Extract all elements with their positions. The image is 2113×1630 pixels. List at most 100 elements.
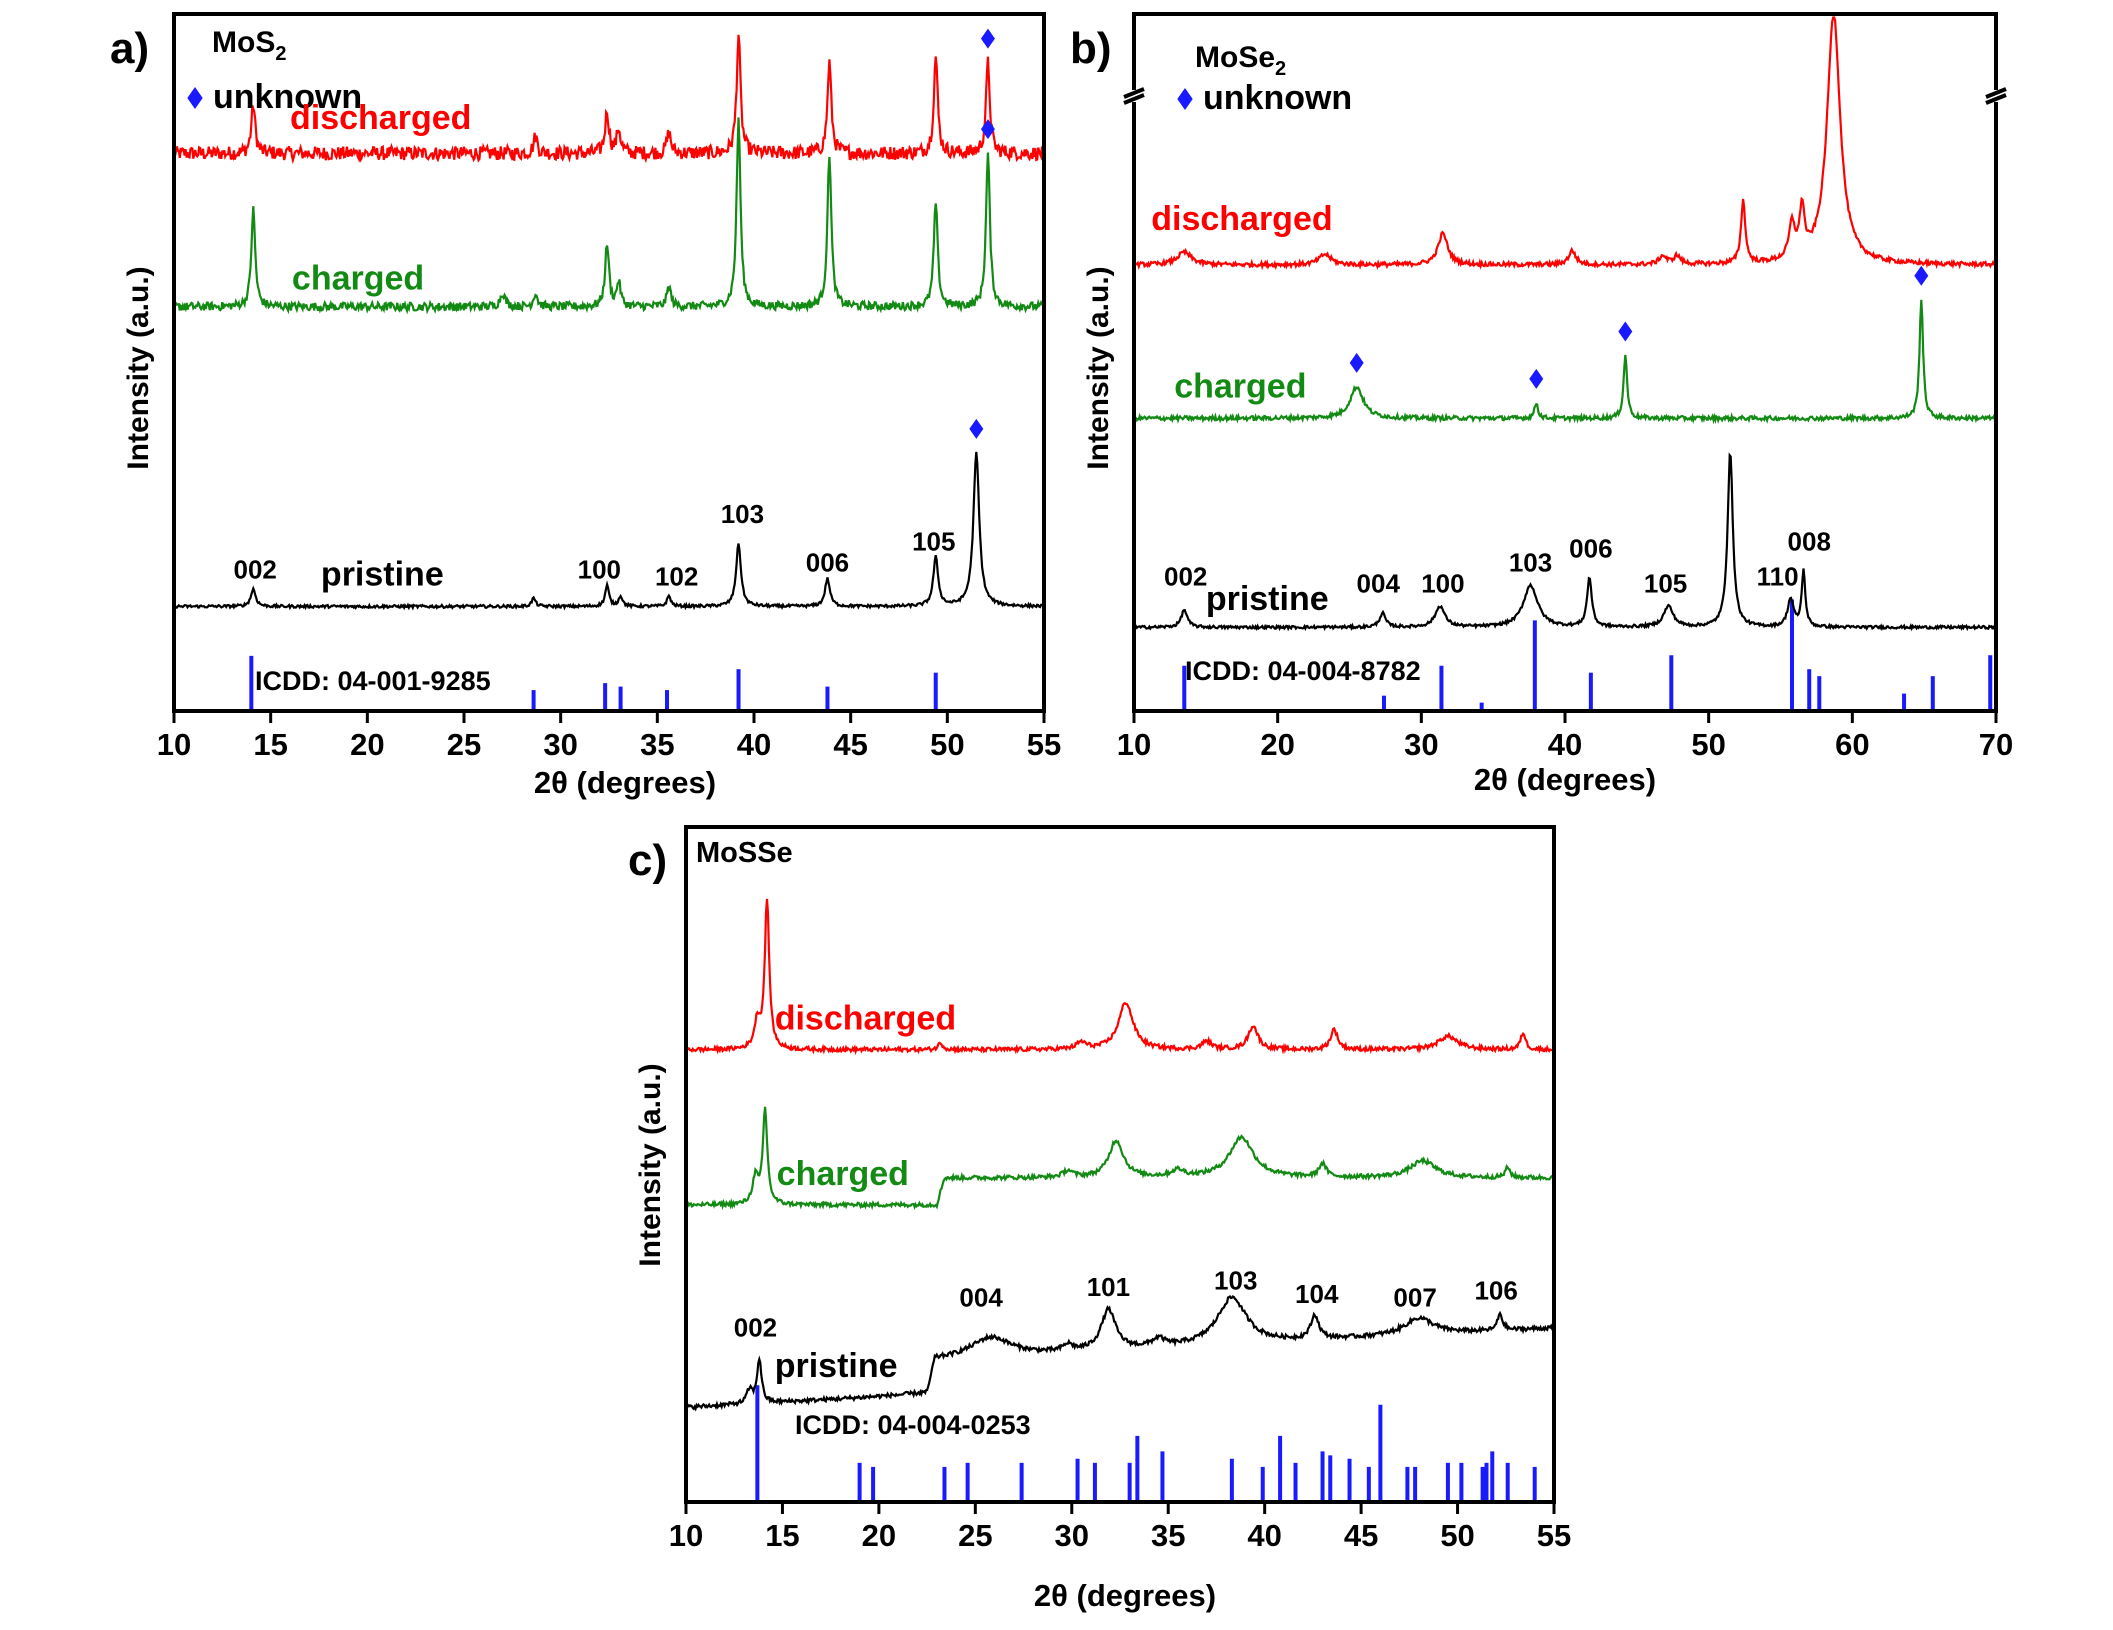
charged-series-label: charged (292, 259, 424, 297)
blue-diamond-icon (1177, 88, 1193, 110)
panel-title-base: MoS (212, 26, 275, 59)
x-tick-label: 45 (833, 727, 867, 762)
y-axis-label: Intensity (a.u.) (122, 266, 155, 469)
pristine-series-label: pristine (321, 556, 444, 594)
x-tick-label: 20 (1260, 727, 1294, 762)
x-tick-label: 30 (543, 727, 577, 762)
axis-break-mark (1985, 93, 2007, 105)
hkl-label: 104 (1295, 1279, 1339, 1309)
legend: unknown (1177, 79, 1352, 117)
x-tick-label: 40 (1247, 1518, 1281, 1553)
panel-c: 10 15 20 25 30 35 40 45 50 55 2θ (degrees) Intensit… (628, 825, 1571, 1613)
hkl-label: 103 (721, 499, 764, 529)
discharged-pattern-line (1133, 16, 1997, 271)
x-tick-label: 35 (640, 727, 674, 762)
pristine-pattern-line (685, 1294, 1555, 1412)
hkl-label: 007 (1393, 1282, 1436, 1312)
x-tick-label: 40 (1548, 727, 1582, 762)
x-tick-label: 45 (1344, 1518, 1378, 1553)
x-tick-label: 20 (862, 1518, 896, 1553)
hkl-label: 004 (1357, 569, 1401, 599)
panel-title: MoSSe (696, 837, 793, 869)
unknown-phase-marker (980, 28, 995, 49)
x-tick-label: 55 (1027, 727, 1061, 762)
charged-pattern-line (1133, 299, 1997, 425)
x-tick-label: 60 (1835, 727, 1869, 762)
discharged-series-label: discharged (290, 99, 471, 137)
panel-b: 10 20 30 40 50 60 70 2θ (degrees) Intensity (a.u… (1070, 12, 2013, 797)
x-tick-label: 10 (1117, 727, 1151, 762)
legend: unknown (187, 78, 362, 116)
x-tick-label: 50 (1691, 727, 1725, 762)
charged-pattern-line (685, 1106, 1555, 1211)
hkl-label: 103 (1214, 1265, 1257, 1295)
panel-title-subscript: 2 (1275, 58, 1286, 80)
charged-pattern-line (172, 117, 1046, 315)
plot-frame (684, 825, 1556, 1504)
panel-label: c) (628, 836, 667, 885)
axis-break-mark (1123, 87, 1145, 99)
x-tick-label: 30 (1055, 1518, 1089, 1553)
reference-card-label: ICDD: 04-004-0253 (795, 1410, 1031, 1440)
unknown-phase-marker (1914, 265, 1929, 286)
hkl-label: 110 (1757, 562, 1799, 592)
discharged-series-label: discharged (1151, 200, 1332, 238)
unknown-phase-marker (1618, 321, 1633, 342)
panel-title-base: MoSe (1195, 41, 1275, 74)
pristine-pattern-line (173, 451, 1045, 611)
blue-diamond-icon (187, 87, 203, 109)
hkl-label: 106 (1474, 1276, 1517, 1306)
hkl-label: 008 (1788, 527, 1831, 557)
hkl-label: 100 (1421, 569, 1464, 599)
reference-card-label: ICDD: 04-001-9285 (255, 666, 491, 696)
panel-title-subscript: 2 (275, 43, 286, 65)
unknown-phase-marker (980, 119, 995, 140)
hkl-label: 103 (1509, 548, 1552, 578)
x-tick-label: 35 (1151, 1518, 1185, 1553)
hkl-label: 105 (912, 527, 955, 557)
plot-frame (172, 12, 1046, 713)
x-tick-label: 15 (765, 1518, 799, 1553)
unknown-phase-marker (1529, 368, 1544, 389)
charged-series-label: charged (1174, 367, 1306, 405)
x-tick-label: 15 (253, 727, 287, 762)
unknown-phase-marker (969, 418, 984, 439)
panel-label: a) (110, 24, 149, 73)
x-tick-label: 30 (1404, 727, 1438, 762)
discharged-series-label: discharged (775, 1000, 956, 1038)
reference-card-label: ICDD: 04-004-8782 (1185, 656, 1421, 686)
x-tick-label: 10 (669, 1518, 703, 1553)
hkl-label: 002 (734, 1313, 777, 1343)
charged-series-label: charged (777, 1155, 909, 1193)
x-tick-label: 55 (1537, 1518, 1571, 1553)
hkl-label: 101 (1087, 1272, 1130, 1302)
panel-title: MoSe2 (1195, 41, 1286, 80)
axis-break-mark (1123, 93, 1145, 105)
hkl-label: 006 (1569, 534, 1612, 564)
hkl-label: 100 (578, 555, 621, 585)
hkl-label: 102 (655, 562, 698, 592)
x-tick-label: 20 (350, 727, 384, 762)
hkl-label: 105 (1644, 569, 1687, 599)
x-tick-label: 70 (1979, 727, 2013, 762)
hkl-label: 002 (1164, 562, 1207, 592)
pristine-series-label: pristine (1206, 580, 1329, 618)
hkl-label: 002 (234, 555, 277, 585)
unknown-phase-marker (1349, 352, 1364, 373)
hkl-label: 006 (806, 548, 849, 578)
x-tick-label: 25 (958, 1518, 992, 1553)
discharged-pattern-line (172, 34, 1046, 165)
x-tick-label: 40 (737, 727, 771, 762)
axis-break-mark (1985, 87, 2007, 99)
x-tick-label: 25 (447, 727, 481, 762)
x-tick-label: 10 (157, 727, 191, 762)
x-tick-label: 50 (1440, 1518, 1474, 1553)
hkl-label: 004 (959, 1282, 1003, 1312)
panel-title-base: MoSSe (696, 837, 793, 869)
x-tick-label: 50 (930, 727, 964, 762)
legend-label: unknown (1203, 79, 1352, 117)
y-axis-label: Intensity (a.u.) (634, 1063, 667, 1266)
panel-title: MoS2 (212, 26, 286, 65)
legend-label: unknown (213, 78, 362, 116)
